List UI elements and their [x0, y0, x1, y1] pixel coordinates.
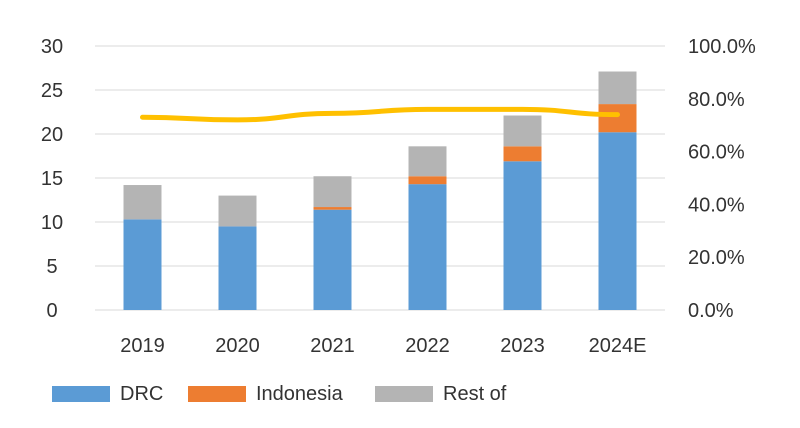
legend-label: DRC [120, 383, 163, 405]
gridlines [95, 45, 665, 311]
bar-segment [503, 146, 542, 162]
x-tick-label: 2023 [500, 335, 545, 357]
right-tick-label: 20.0% [688, 247, 745, 269]
share-line [140, 106, 620, 123]
right-axis: 0.0% 20.0% 40.0% 60.0% 80.0% 100.0% [688, 36, 756, 322]
right-tick-label: 0.0% [688, 300, 734, 322]
legend: DRC Indonesia Rest of [52, 383, 507, 405]
left-tick-label: 25 [41, 80, 63, 102]
x-tick-label: 2021 [310, 335, 355, 357]
bar-segment [503, 115, 542, 147]
right-tick-label: 100.0% [688, 36, 756, 58]
bar-segment [123, 185, 162, 220]
left-tick-label: 0 [46, 300, 57, 322]
left-tick-label: 30 [41, 36, 63, 58]
bar-segment [313, 207, 352, 210]
left-axis: 0 5 10 15 20 25 30 [41, 36, 63, 322]
bar-segment [598, 104, 637, 133]
left-tick-label: 5 [46, 256, 57, 278]
bar-segment [408, 176, 447, 185]
bars [123, 71, 637, 310]
bar-segment [123, 219, 162, 310]
legend-swatch [188, 386, 246, 402]
x-tick-label: 2019 [120, 335, 165, 357]
legend-swatch [52, 386, 110, 402]
legend-label: Indonesia [256, 383, 344, 405]
x-tick-label: 2020 [215, 335, 260, 357]
right-tick-label: 40.0% [688, 194, 745, 216]
bar-segment [218, 226, 257, 310]
bar-segment [598, 71, 637, 105]
bar-segment [598, 132, 637, 310]
bar-segment [408, 146, 447, 177]
bar-segment [218, 195, 257, 227]
left-tick-label: 20 [41, 124, 63, 146]
right-tick-label: 60.0% [688, 142, 745, 164]
bar-segment [313, 176, 352, 208]
right-tick-label: 80.0% [688, 89, 745, 111]
left-tick-label: 15 [41, 168, 63, 190]
left-tick-label: 10 [41, 212, 63, 234]
bar-segment [313, 209, 352, 310]
legend-label: Rest of [443, 383, 507, 405]
share-line-path [140, 106, 620, 123]
x-tick-label: 2022 [405, 335, 450, 357]
x-axis: 2019 2020 2021 2022 2023 2024E [120, 335, 646, 357]
x-tick-label: 2024E [589, 335, 647, 357]
bar-segment [408, 184, 447, 310]
legend-swatch [375, 386, 433, 402]
bar-segment [503, 161, 542, 310]
